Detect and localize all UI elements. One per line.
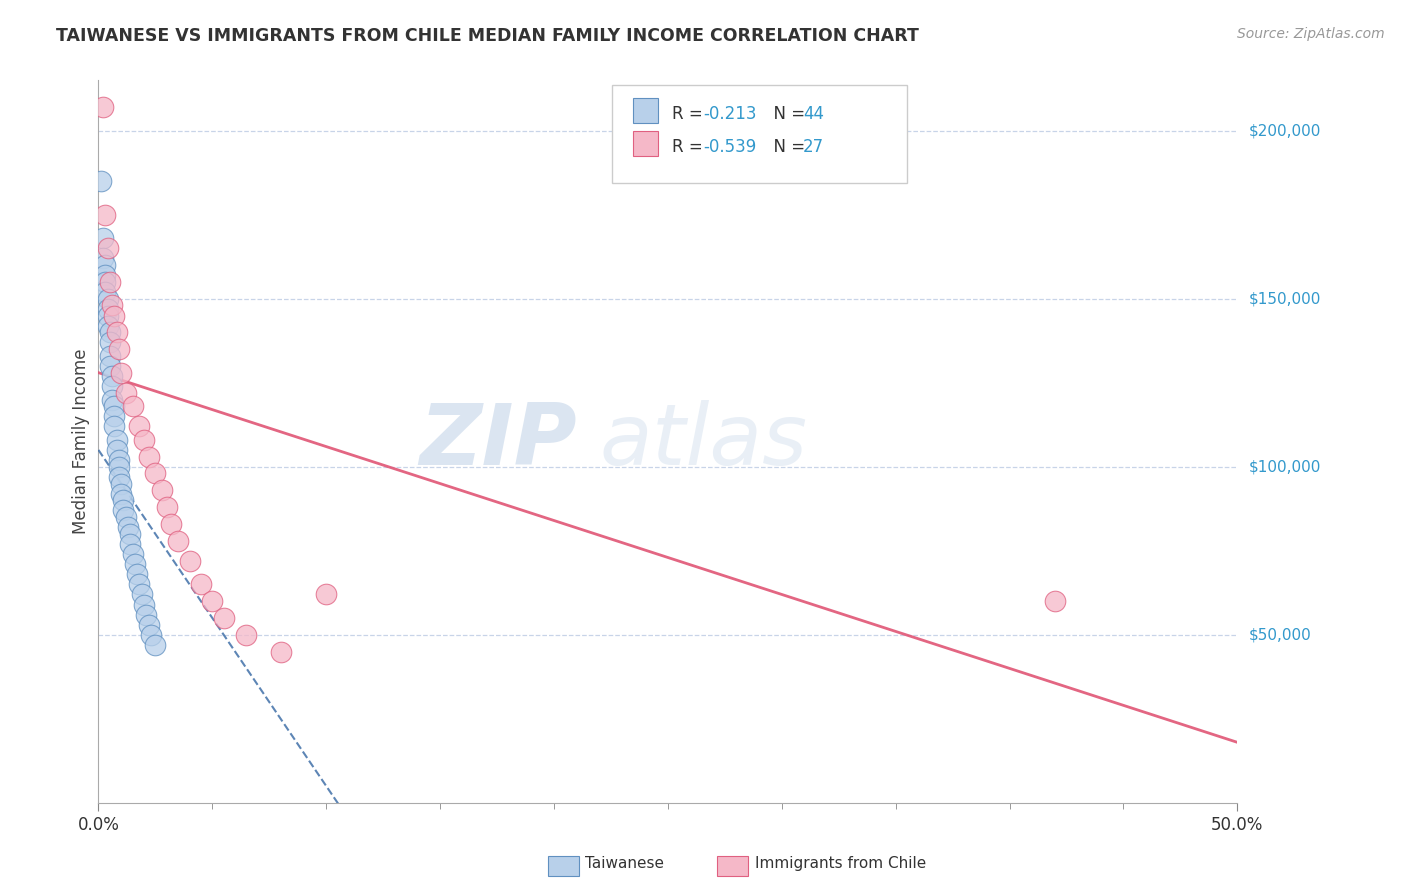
Point <box>112 503 135 517</box>
Point <box>117 520 139 534</box>
Point <box>132 598 155 612</box>
Point <box>120 537 142 551</box>
Point <box>105 442 128 457</box>
Point <box>108 342 131 356</box>
Point <box>105 433 128 447</box>
Point <box>96 292 118 306</box>
Point <box>103 309 125 323</box>
Point <box>139 628 162 642</box>
Text: R =: R = <box>672 138 709 156</box>
Point <box>128 419 150 434</box>
Point <box>101 298 124 312</box>
Point <box>235 628 257 642</box>
Point <box>94 275 117 289</box>
Point <box>156 500 179 514</box>
Point <box>138 450 160 464</box>
Text: Immigrants from Chile: Immigrants from Chile <box>755 856 927 871</box>
Point <box>101 392 124 407</box>
Point <box>167 533 190 548</box>
Point <box>190 577 212 591</box>
Point <box>94 268 117 283</box>
Point <box>145 638 167 652</box>
Point <box>108 470 131 484</box>
Point <box>127 567 149 582</box>
Y-axis label: Median Family Income: Median Family Income <box>72 349 90 534</box>
Point <box>110 366 132 380</box>
Point <box>114 510 136 524</box>
Text: $50,000: $50,000 <box>1249 627 1312 642</box>
Point <box>103 419 125 434</box>
Point <box>98 359 121 373</box>
Point <box>135 607 157 622</box>
Point <box>108 459 131 474</box>
Text: $150,000: $150,000 <box>1249 291 1320 306</box>
Point <box>121 547 143 561</box>
Point <box>138 617 160 632</box>
Point <box>121 399 143 413</box>
Point <box>114 385 136 400</box>
Point <box>98 335 121 350</box>
Point <box>94 258 117 272</box>
Text: -0.539: -0.539 <box>703 138 756 156</box>
Point <box>150 483 173 498</box>
Point <box>91 252 114 266</box>
Point <box>128 577 150 591</box>
Text: R =: R = <box>672 105 709 123</box>
Point <box>96 301 118 316</box>
Text: atlas: atlas <box>599 400 807 483</box>
Text: TAIWANESE VS IMMIGRANTS FROM CHILE MEDIAN FAMILY INCOME CORRELATION CHART: TAIWANESE VS IMMIGRANTS FROM CHILE MEDIA… <box>56 27 920 45</box>
Text: $100,000: $100,000 <box>1249 459 1320 475</box>
Text: Source: ZipAtlas.com: Source: ZipAtlas.com <box>1237 27 1385 41</box>
Text: 44: 44 <box>803 105 824 123</box>
Point <box>120 527 142 541</box>
Point <box>101 369 124 384</box>
Point <box>101 379 124 393</box>
Point <box>96 241 118 255</box>
Point <box>179 554 201 568</box>
Text: N =: N = <box>763 105 811 123</box>
Point <box>315 587 337 601</box>
Point <box>124 558 146 572</box>
Point <box>90 174 112 188</box>
Point <box>96 309 118 323</box>
Text: ZIP: ZIP <box>419 400 576 483</box>
Point <box>98 326 121 340</box>
Point <box>270 644 292 658</box>
Point <box>103 399 125 413</box>
Point <box>94 208 117 222</box>
Text: 27: 27 <box>803 138 824 156</box>
Point <box>112 493 135 508</box>
Point <box>110 486 132 500</box>
Point <box>212 611 235 625</box>
Point <box>105 326 128 340</box>
Point <box>91 231 114 245</box>
Point <box>91 100 114 114</box>
Point <box>132 433 155 447</box>
Text: N =: N = <box>763 138 811 156</box>
Text: $200,000: $200,000 <box>1249 123 1320 138</box>
Text: -0.213: -0.213 <box>703 105 756 123</box>
Text: Taiwanese: Taiwanese <box>585 856 664 871</box>
Point <box>94 285 117 299</box>
Point <box>145 467 167 481</box>
Point <box>110 476 132 491</box>
Point <box>131 587 153 601</box>
Point <box>108 453 131 467</box>
Point <box>160 516 183 531</box>
Point <box>96 318 118 333</box>
Point <box>98 349 121 363</box>
Point <box>201 594 224 608</box>
Point <box>98 275 121 289</box>
Point <box>1043 594 1066 608</box>
Point <box>103 409 125 424</box>
